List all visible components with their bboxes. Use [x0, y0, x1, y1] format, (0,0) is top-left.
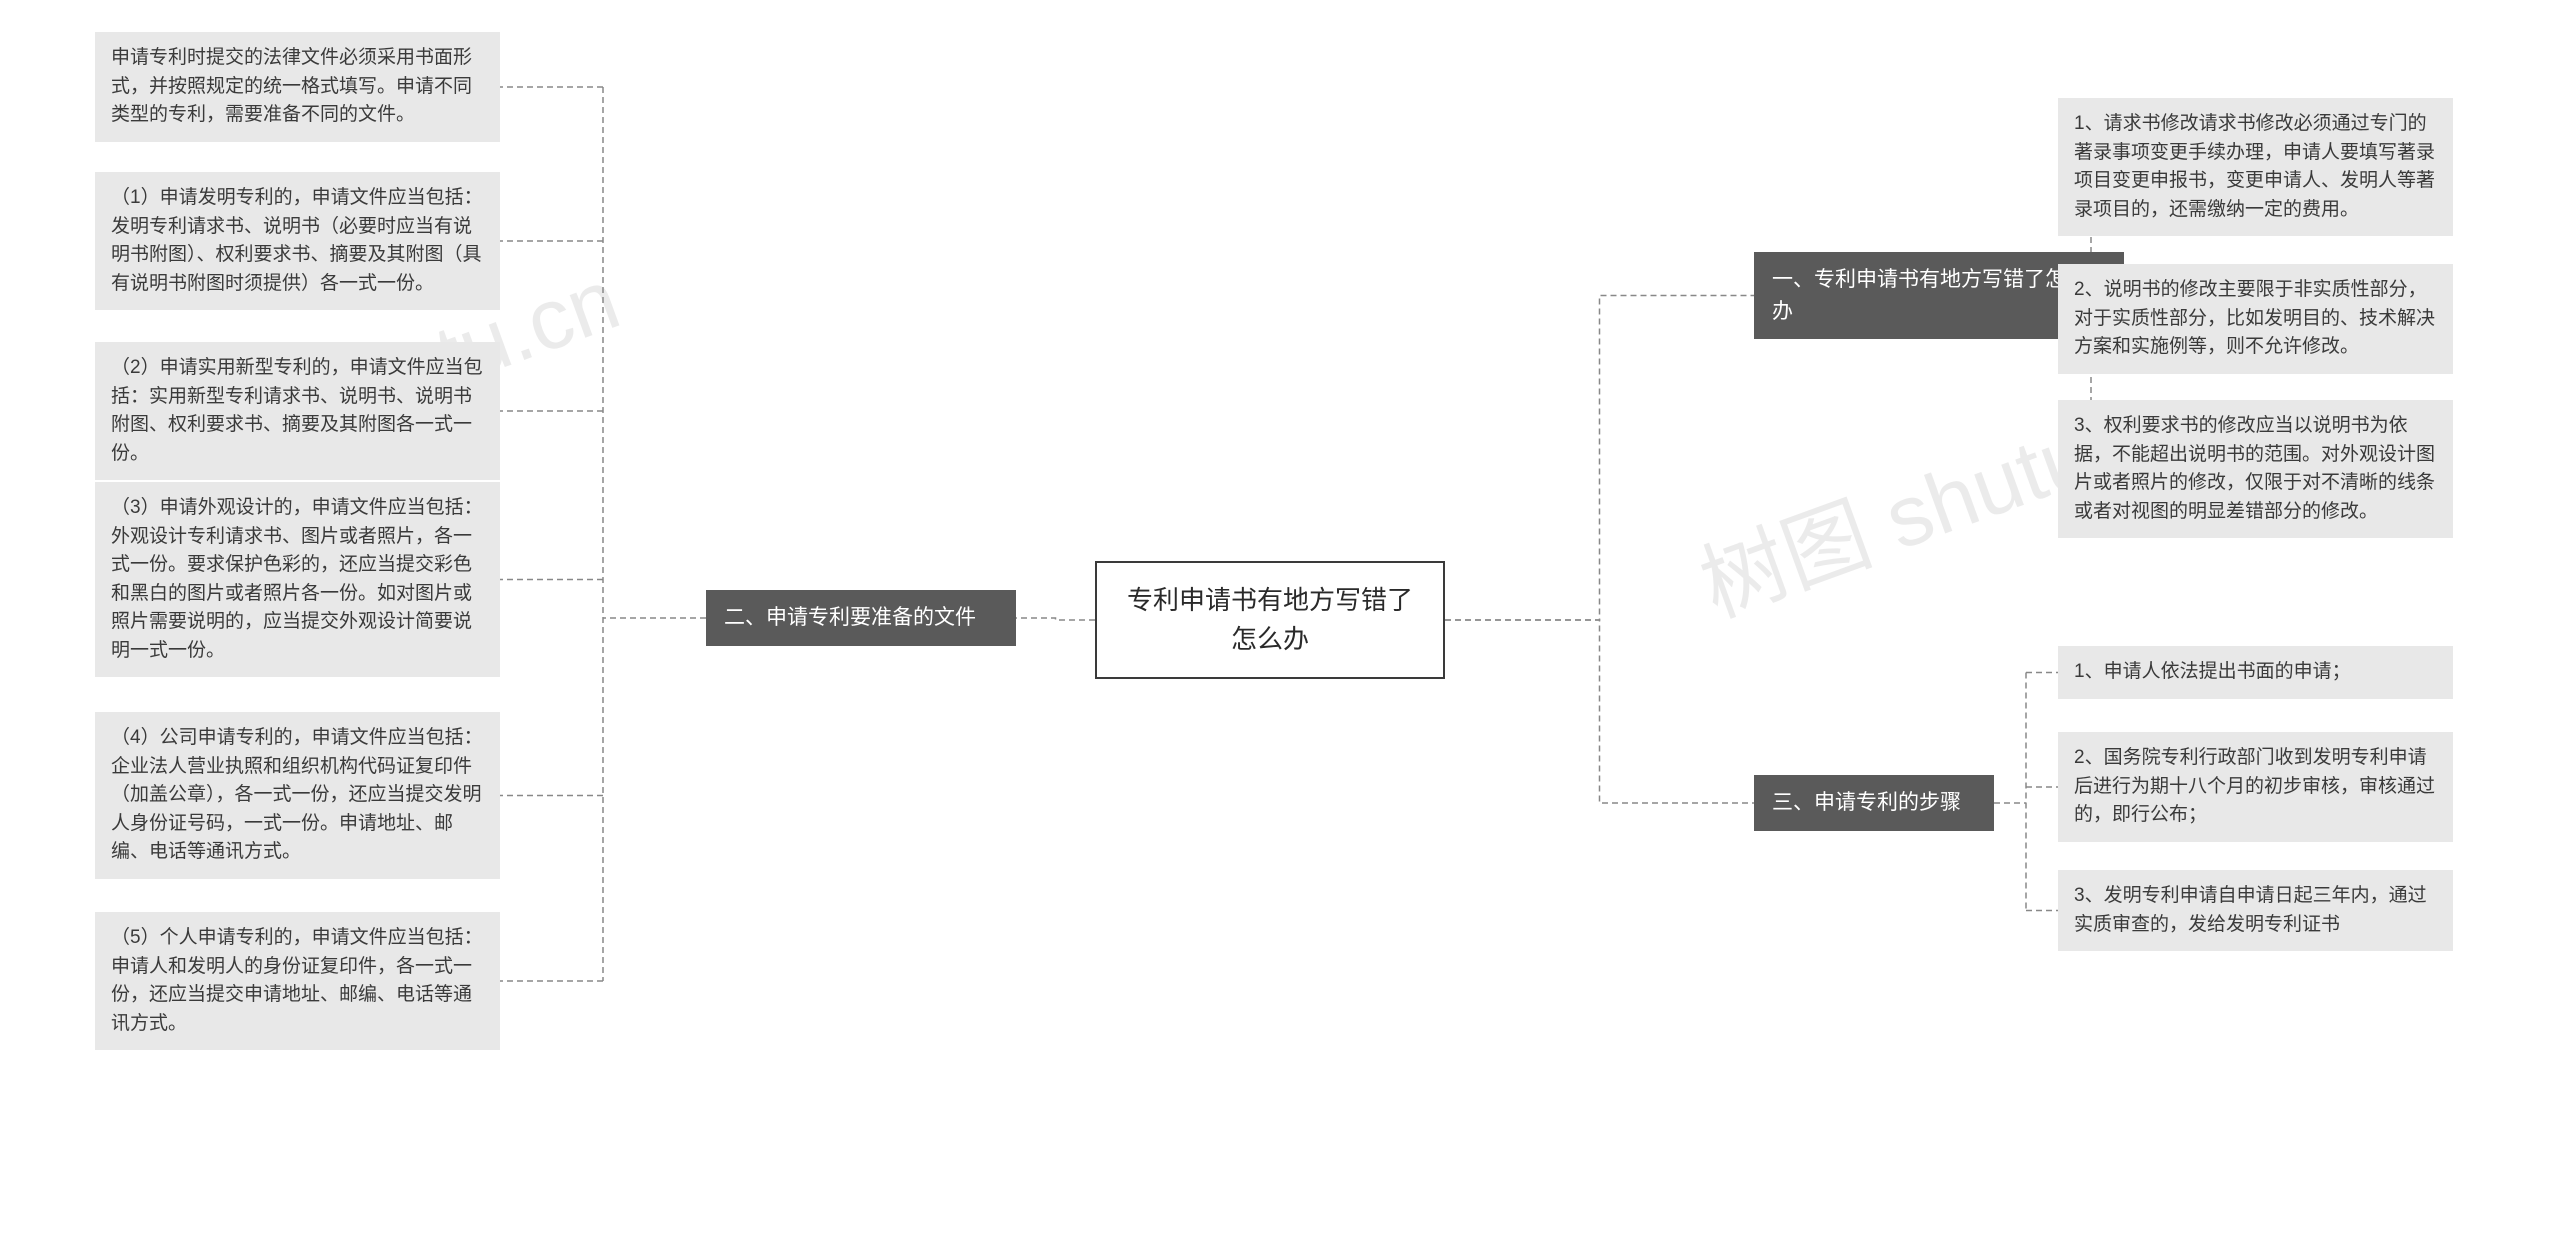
- root-line2: 怎么办: [1231, 624, 1309, 654]
- leaf-b3-1: 2、国务院专利行政部门收到发明专利申请后进行为期十八个月的初步审核，审核通过的，…: [2058, 732, 2453, 842]
- leaf-b2-2: （2）申请实用新型专利的，申请文件应当包括：实用新型专利请求书、说明书、说明书附…: [95, 342, 500, 480]
- leaf-b3-2: 3、发明专利申请自申请日起三年内，通过实质审查的，发给发明专利证书: [2058, 870, 2453, 951]
- branch-1-line1: 一、专利申请书有地方写错了怎么: [1772, 268, 2087, 291]
- leaf-b1-0: 1、请求书修改请求书修改必须通过专门的著录事项变更手续办理，申请人要填写著录项目…: [2058, 98, 2453, 236]
- leaf-b2-5: （5）个人申请专利的，申请文件应当包括：申请人和发明人的身份证复印件，各一式一份…: [95, 912, 500, 1050]
- leaf-b1-2: 3、权利要求书的修改应当以说明书为依据，不能超出说明书的范围。对外观设计图片或者…: [2058, 400, 2453, 538]
- mindmap-canvas: 图 shutu.cn 树图 shutu 专利申请书有地方写错了 怎么办 一、专利…: [0, 0, 2560, 1249]
- leaf-b1-1: 2、说明书的修改主要限于非实质性部分，对于实质性部分，比如发明目的、技术解决方案…: [2058, 264, 2453, 374]
- branch-2-text: 二、申请专利要准备的文件: [724, 606, 976, 629]
- watermark-2: 树图 shutu: [1681, 384, 2106, 640]
- leaf-b2-1: （1）申请发明专利的，申请文件应当包括：发明专利请求书、说明书（必要时应当有说明…: [95, 172, 500, 310]
- leaf-b2-4: （4）公司申请专利的，申请文件应当包括：企业法人营业执照和组织机构代码证复印件（…: [95, 712, 500, 879]
- branch-2: 二、申请专利要准备的文件: [706, 590, 1016, 646]
- branch-3: 三、申请专利的步骤: [1754, 775, 1994, 831]
- branch-3-text: 三、申请专利的步骤: [1772, 791, 1961, 814]
- root-line1: 专利申请书有地方写错了: [1127, 585, 1413, 615]
- root-node: 专利申请书有地方写错了 怎么办: [1095, 561, 1445, 679]
- leaf-b2-0: 申请专利时提交的法律文件必须采用书面形式，并按照规定的统一格式填写。申请不同类型…: [95, 32, 500, 142]
- branch-1-line2: 办: [1772, 300, 1793, 323]
- leaf-b2-3: （3）申请外观设计的，申请文件应当包括：外观设计专利请求书、图片或者照片，各一式…: [95, 482, 500, 677]
- leaf-b3-0: 1、申请人依法提出书面的申请；: [2058, 646, 2453, 699]
